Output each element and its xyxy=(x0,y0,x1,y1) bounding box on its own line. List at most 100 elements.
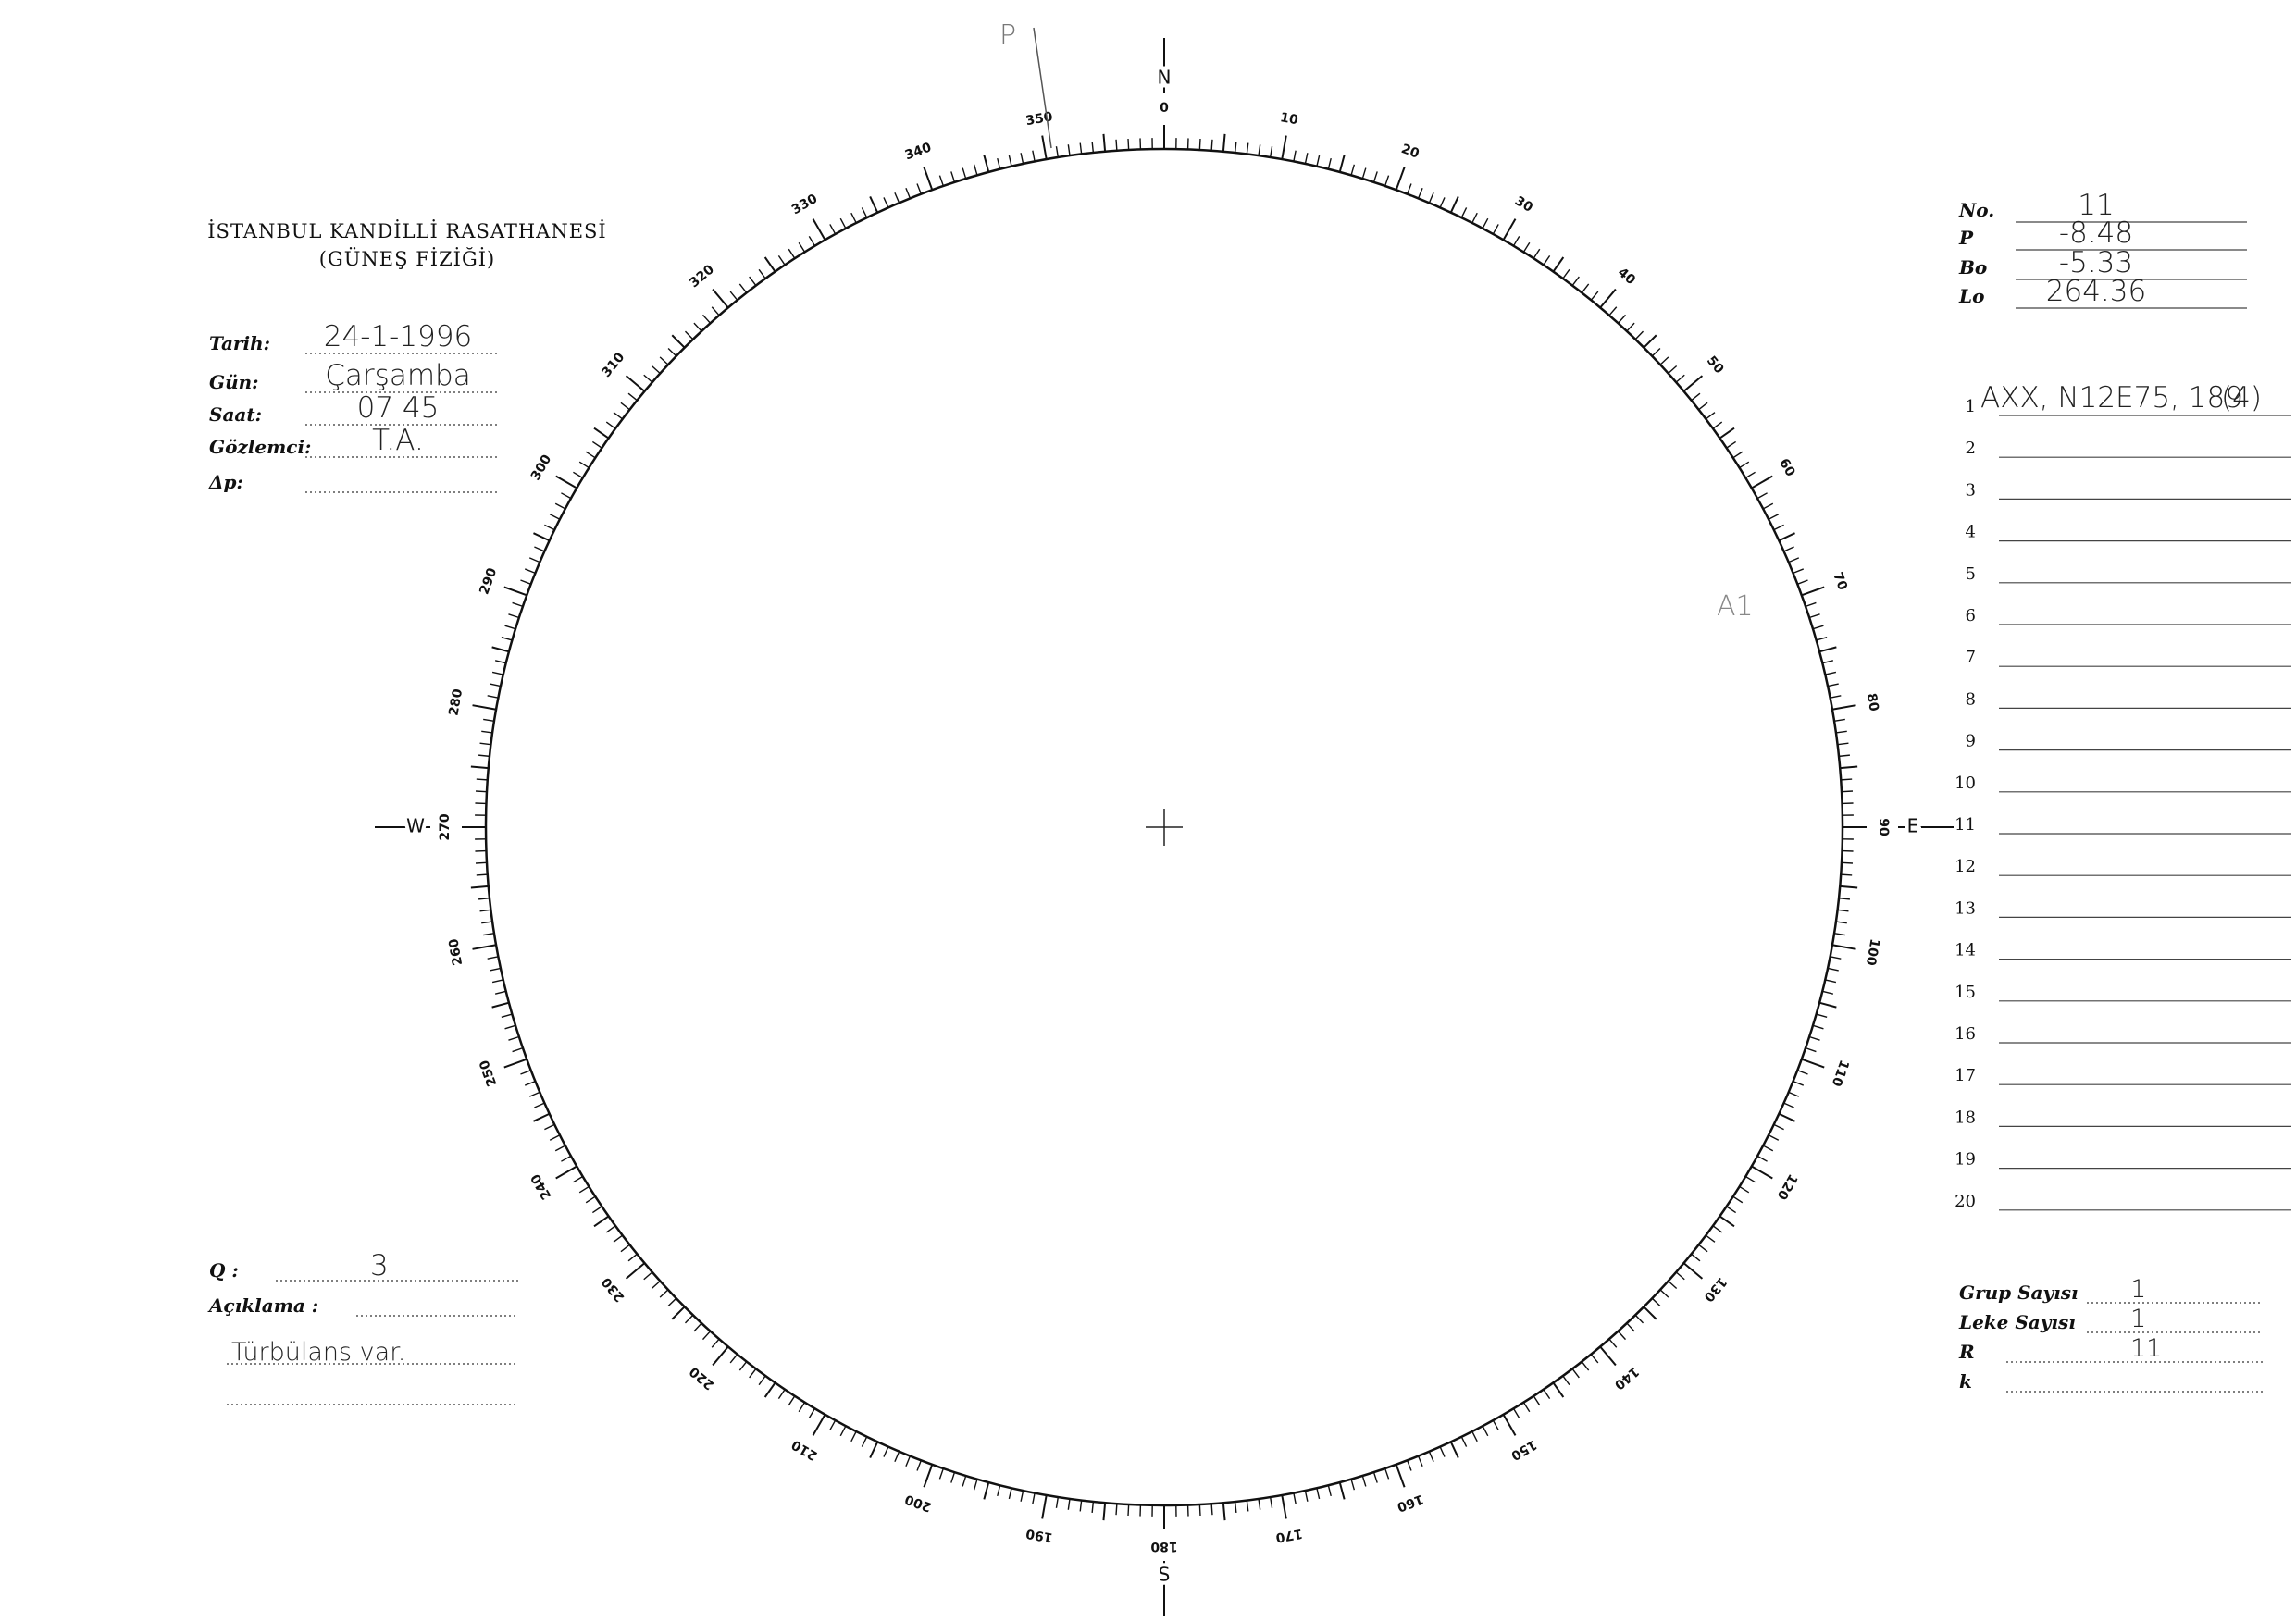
group-count: (4) xyxy=(2221,381,2262,415)
dial-tick xyxy=(1719,1215,1735,1228)
dial-tick xyxy=(763,256,776,273)
dial-tick xyxy=(605,1225,616,1233)
field-value: 24-1-1996 xyxy=(324,320,472,353)
dial-tick xyxy=(1372,1471,1378,1483)
dial-tick xyxy=(1827,683,1839,687)
dial-tick xyxy=(1835,921,1847,924)
dial-tick xyxy=(475,861,488,864)
dial-tick xyxy=(1041,1494,1048,1519)
dial-tick xyxy=(591,1206,602,1214)
dial-tick xyxy=(472,944,497,950)
dial-tick xyxy=(491,671,503,675)
dial-tick xyxy=(1512,236,1520,247)
dial-tick xyxy=(494,660,506,664)
dial-tick xyxy=(533,532,551,542)
dial-tick xyxy=(798,1402,806,1413)
dial-tick xyxy=(1482,1425,1489,1437)
dial-tick xyxy=(613,1234,624,1243)
dial-tick xyxy=(1384,1467,1390,1480)
dial-tick xyxy=(798,241,806,253)
dial-label: 90 xyxy=(1876,818,1891,836)
dial-tick xyxy=(1617,1331,1627,1341)
dial-tick xyxy=(1079,1500,1083,1512)
dial-tick xyxy=(1833,718,1845,723)
dial-tick xyxy=(839,217,847,229)
dial-tick xyxy=(1808,613,1820,619)
dial-tick xyxy=(1439,197,1446,208)
dial-tick xyxy=(1032,1492,1036,1504)
dial-tick xyxy=(1460,1436,1468,1447)
dial-label: 330 xyxy=(789,192,821,218)
dial-tick xyxy=(1552,1381,1565,1398)
dial-tick xyxy=(1581,283,1590,293)
dial-tick xyxy=(470,885,489,889)
cardinal-label: W xyxy=(406,815,425,837)
dial-label: 290 xyxy=(477,566,500,597)
dial-tick xyxy=(1372,171,1378,183)
dial-label: 110 xyxy=(1829,1058,1852,1088)
row-number: 6 xyxy=(1966,606,1976,625)
dial-tick xyxy=(1797,579,1808,585)
dial-tick xyxy=(1304,153,1309,165)
dial-tick xyxy=(504,1024,516,1030)
dial-tick xyxy=(1091,1501,1095,1513)
field-label: Tarih: xyxy=(209,332,270,354)
dial-label: 100 xyxy=(1863,937,1882,967)
dial-tick xyxy=(528,557,540,563)
dial-tick xyxy=(1471,212,1478,224)
dial-tick xyxy=(1788,557,1800,563)
field-label: Δp: xyxy=(208,471,243,493)
dial-tick xyxy=(1841,873,1853,876)
dial-tick xyxy=(1773,524,1784,531)
group-entry: AXX, N12E75, 189 xyxy=(1980,381,2243,415)
dial-tick xyxy=(476,873,488,876)
dial-tick xyxy=(1543,1389,1551,1400)
row-number: 17 xyxy=(1955,1066,1976,1085)
dial-tick xyxy=(1682,375,1704,392)
dial-tick xyxy=(1091,142,1095,154)
dial-tick xyxy=(829,1419,837,1430)
dial-tick xyxy=(585,451,596,459)
dial-tick xyxy=(487,695,499,699)
dial-tick xyxy=(671,1306,686,1320)
dial-tick xyxy=(777,254,786,266)
dial-tick xyxy=(1449,196,1459,214)
dial-tick xyxy=(1492,224,1499,235)
dial-tick xyxy=(1361,167,1367,180)
dial-tick xyxy=(1571,276,1580,287)
dial-tick xyxy=(1830,695,1842,699)
dial-tick xyxy=(1840,765,1858,770)
dial-tick xyxy=(627,1253,638,1262)
dial-tick xyxy=(1327,1485,1332,1497)
dial-tick xyxy=(1691,1253,1701,1262)
dial-tick xyxy=(1768,1134,1780,1141)
row-number: 5 xyxy=(1966,564,1976,584)
summary-value: 1 xyxy=(2130,1305,2146,1333)
dial-tick xyxy=(578,461,590,469)
dial-tick xyxy=(1643,1306,1657,1320)
summary-label: R xyxy=(1958,1341,1975,1363)
dial-tick xyxy=(1751,1165,1773,1180)
dial-tick xyxy=(1651,347,1661,357)
dial-tick xyxy=(923,167,934,191)
dial-tick xyxy=(701,1331,712,1341)
dial-label: 260 xyxy=(446,937,465,967)
row-number: 2 xyxy=(1966,439,1976,458)
institute-title: İSTANBUL KANDİLLİ RASATHANESİ xyxy=(207,220,606,242)
dial-tick xyxy=(883,1446,889,1457)
dial-tick xyxy=(749,276,757,287)
dial-tick xyxy=(520,579,531,585)
dial-tick xyxy=(1833,932,1845,936)
dial-tick xyxy=(1698,1244,1708,1253)
dial-label: 270 xyxy=(438,813,453,840)
dial-tick xyxy=(1838,754,1850,758)
dial-tick xyxy=(1590,291,1599,301)
dial-tick xyxy=(1682,1262,1704,1280)
dial-label: 0 xyxy=(1160,101,1169,116)
dial-tick xyxy=(1041,135,1048,160)
dial-tick xyxy=(1198,138,1201,151)
dial-tick xyxy=(1831,704,1856,711)
dial-tick xyxy=(1608,306,1618,316)
dial-tick xyxy=(1533,248,1541,259)
